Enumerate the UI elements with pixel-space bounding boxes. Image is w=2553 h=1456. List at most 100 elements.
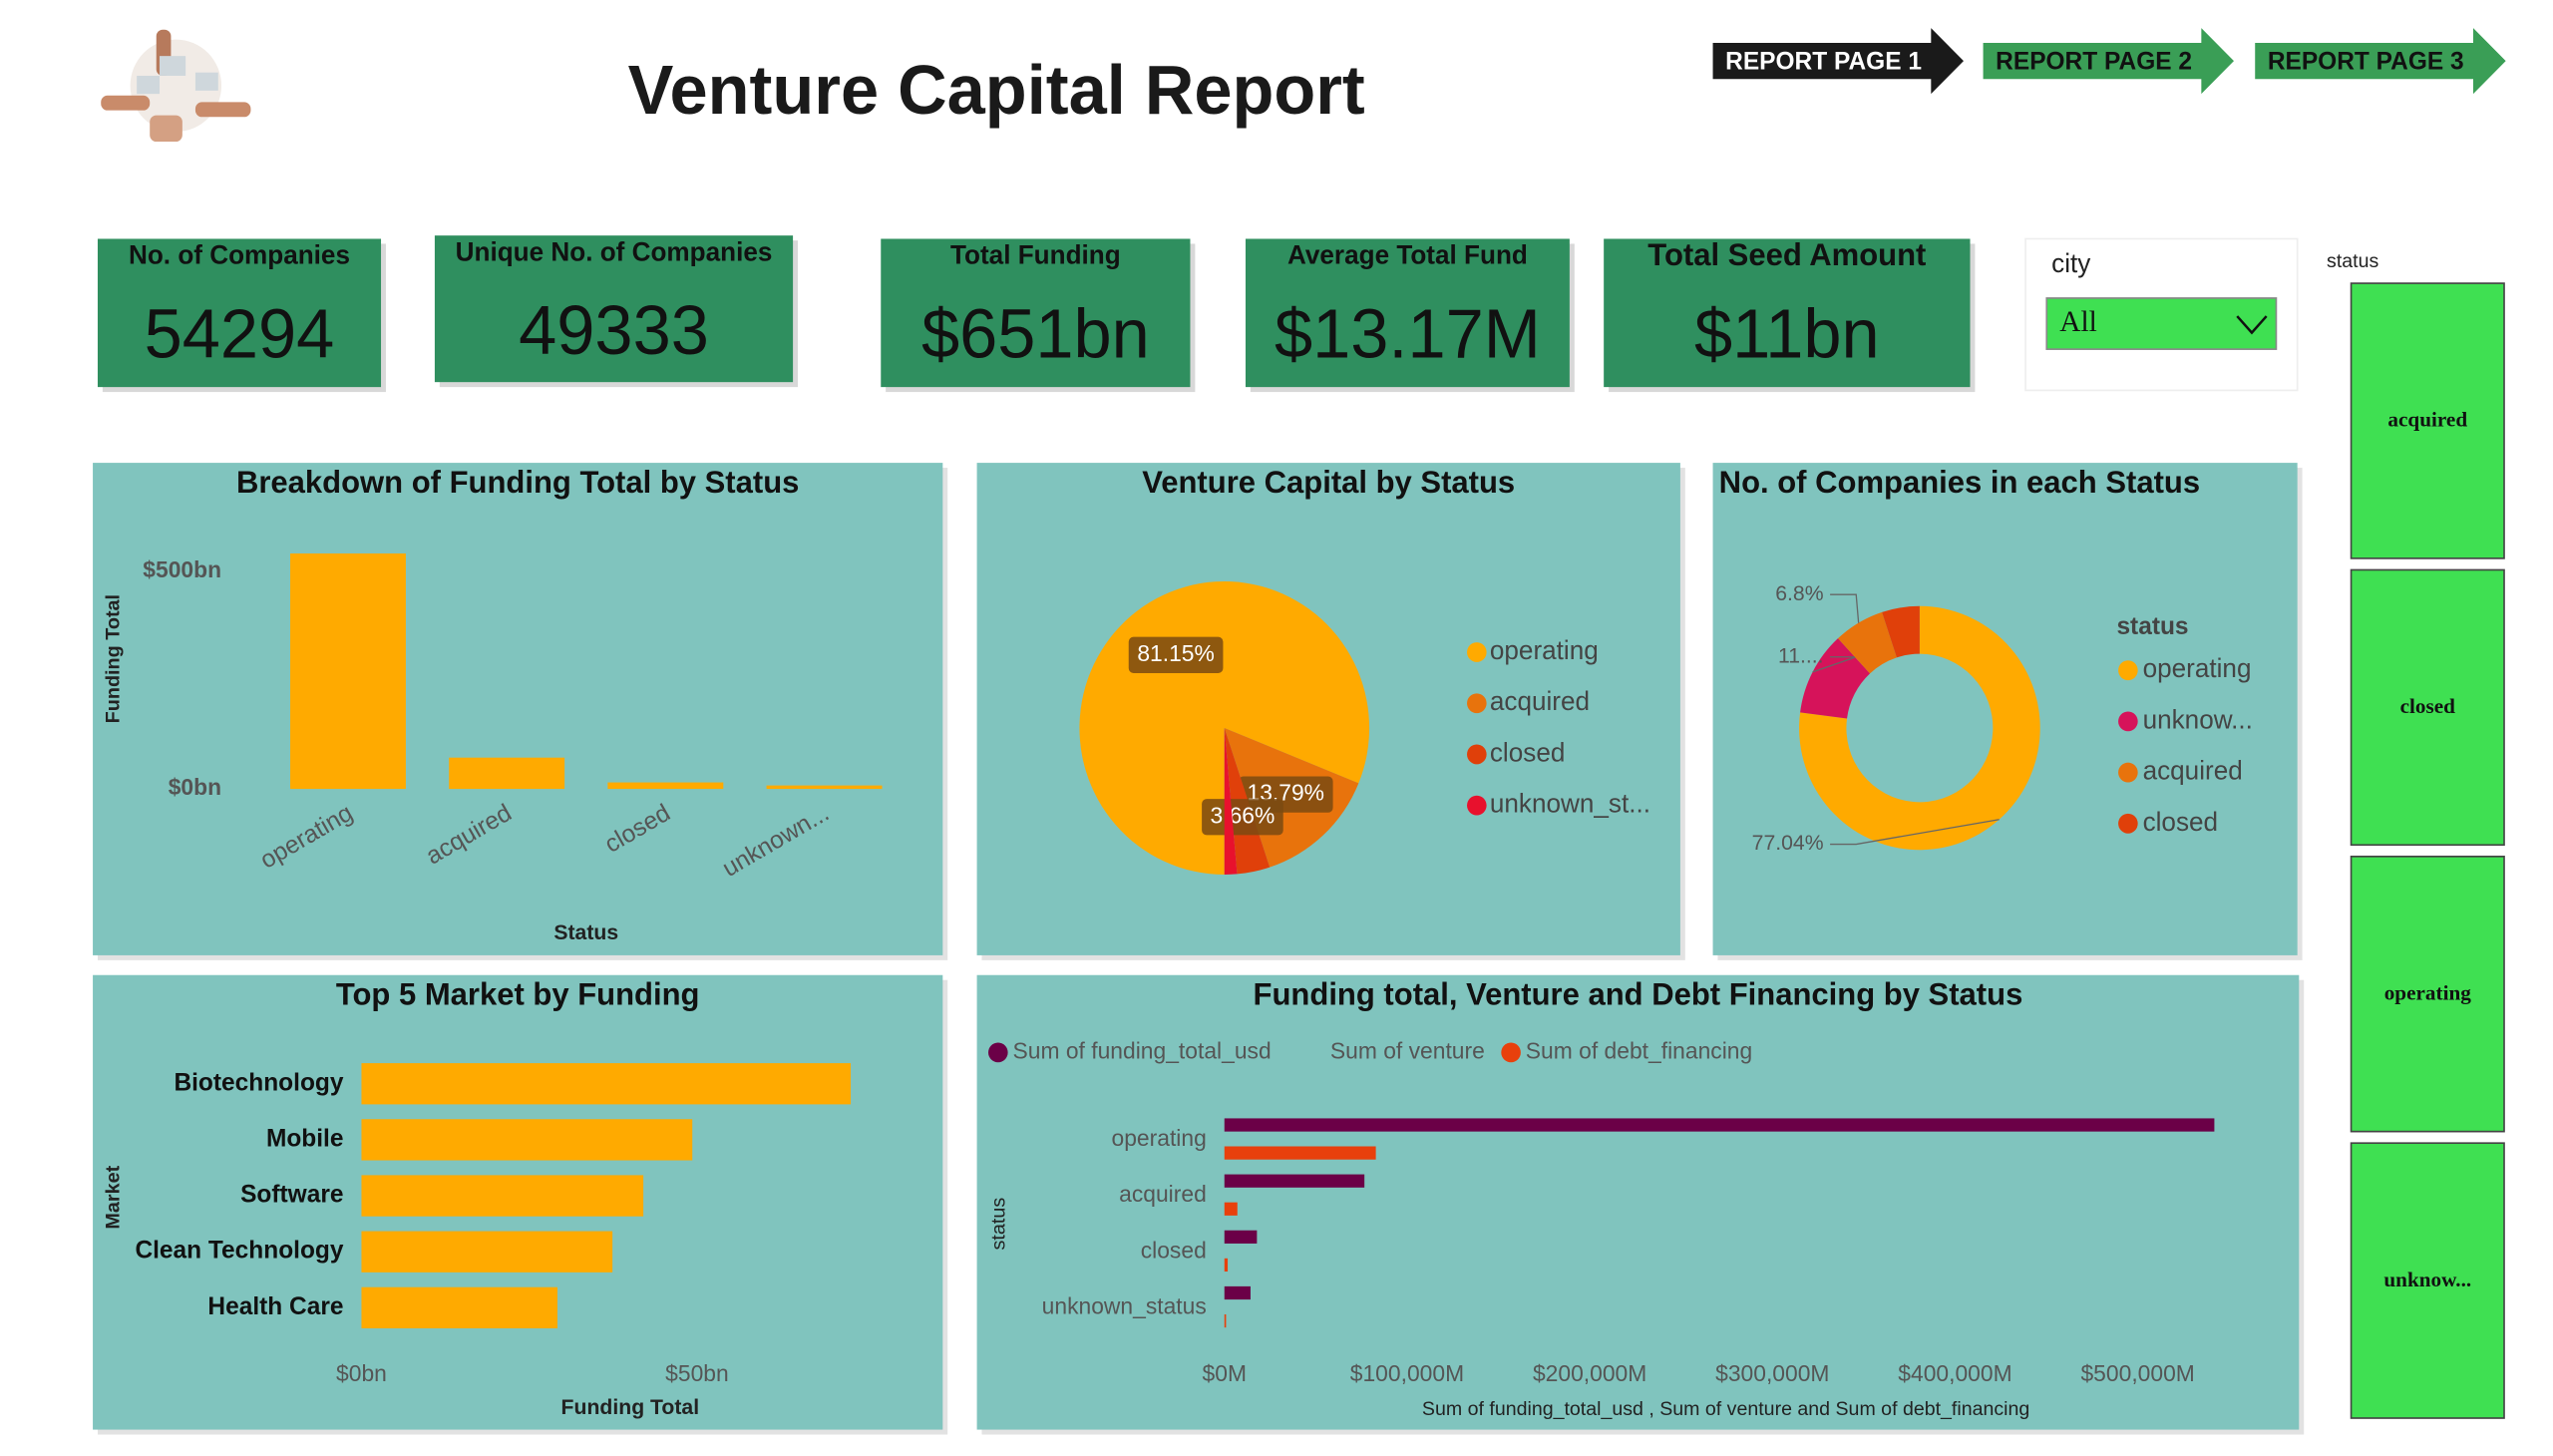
nav-arrow[interactable] [2255, 28, 2506, 95]
dropdown[interactable] [2045, 297, 2278, 350]
bar [361, 1063, 852, 1105]
kpi-card: No. of Companies 54294 [97, 238, 386, 393]
chart-title: No. of Companies in each Status [1719, 465, 2200, 500]
x-tick-label: $500,000M [2080, 1360, 2194, 1386]
legend-marker [1467, 693, 1487, 714]
dropdown-chevron [2236, 315, 2268, 335]
x-tick-label: $100,000M [1350, 1360, 1464, 1386]
legend-label: operating [1490, 635, 1599, 665]
kpi-label: Total Funding [950, 239, 1121, 269]
x-tick-label: $200,000M [1533, 1360, 1646, 1386]
slicer-title: status [2327, 250, 2378, 272]
y-tick-label: Health Care [207, 1293, 343, 1320]
panel-bg [93, 463, 943, 955]
data-label: 6.8% [1775, 581, 1823, 605]
pie-slice [1224, 728, 1238, 875]
nav-label[interactable]: REPORT PAGE 3 [2268, 48, 2464, 75]
donut-slice [1837, 611, 1897, 674]
legend-marker [1305, 1042, 1325, 1063]
legend-marker [1501, 1042, 1521, 1063]
legend-label: closed [1490, 737, 1565, 767]
y-axis-label: Market [103, 1165, 125, 1229]
bar [361, 1175, 644, 1217]
bar [449, 757, 565, 790]
y-tick-label: operating [1112, 1125, 1207, 1151]
bar [1224, 1174, 1365, 1188]
bar [361, 1286, 557, 1329]
y-tick-label: Software [240, 1181, 343, 1208]
legend-label: unknown_st... [1490, 788, 1650, 818]
nav-arrow[interactable] [1712, 28, 1964, 95]
bar [607, 782, 724, 790]
panel-bg [976, 974, 2300, 1430]
bar [1224, 1285, 1251, 1300]
bar [361, 1231, 613, 1273]
bar [1224, 1245, 1244, 1259]
legend-label: acquired [1490, 686, 1590, 716]
status-option-label[interactable]: operating [2384, 980, 2472, 1004]
kpi-box [1245, 238, 1570, 388]
kpi-label: Average Total Fund [1287, 239, 1528, 269]
bar [361, 1119, 693, 1161]
status-option-label[interactable]: closed [2400, 694, 2456, 718]
y-tick-label: unknown_status [1042, 1292, 1207, 1318]
nav-label[interactable]: REPORT PAGE 1 [1725, 48, 1922, 75]
kpi-value: 49333 [519, 292, 709, 369]
bar [290, 552, 406, 790]
status-option-label[interactable]: unknow... [2383, 1268, 2471, 1291]
leader-line [1830, 593, 1860, 623]
donut-slice [1882, 605, 1920, 658]
kpi-value: $651bn [921, 295, 1150, 372]
y-tick-label: $500bn [143, 556, 221, 582]
chart-panel: Breakdown of Funding Total by Status $0bn… [93, 463, 948, 960]
data-label-bg [1128, 636, 1224, 673]
city-slicer: city All [2024, 237, 2299, 392]
legend-title: status [2116, 613, 2188, 640]
slicer-title: city [2051, 248, 2091, 278]
legend-marker [2118, 660, 2138, 681]
data-label-bg [1202, 799, 1283, 836]
leader-line [1830, 819, 2000, 846]
y-axis-label: status [988, 1198, 1010, 1251]
nav-label[interactable]: REPORT PAGE 2 [1996, 48, 2192, 75]
status-option[interactable] [2350, 282, 2505, 559]
legend-marker [2118, 711, 2138, 732]
dropdown-value[interactable]: All [2059, 306, 2097, 338]
nav-button: REPORT PAGE 3 [2255, 28, 2506, 95]
bar [1224, 1146, 1376, 1160]
status-option[interactable] [2350, 1142, 2505, 1419]
x-axis-label: Sum of funding_total_usd , Sum of ventur… [1422, 1398, 2029, 1420]
chart-title: Breakdown of Funding Total by Status [236, 465, 799, 500]
kpi-value: $13.17M [1275, 295, 1541, 372]
data-label: 11.... [1778, 643, 1824, 667]
legend-label: Sum of debt_financing [1526, 1037, 1752, 1063]
kpi-value: $11bn [1694, 295, 1880, 372]
y-tick-label: Mobile [266, 1125, 344, 1152]
data-label: 77.04% [1752, 831, 1824, 855]
bar [1224, 1133, 1828, 1147]
kpi-box [1604, 238, 1971, 388]
kpi-label: Unique No. of Companies [456, 236, 773, 266]
legend-marker [2118, 762, 2138, 783]
x-tick-label: $0M [1203, 1360, 1247, 1386]
y-tick-label: $0bn [169, 774, 221, 800]
legend-label: closed [2143, 807, 2218, 837]
status-option[interactable] [2350, 855, 2505, 1133]
y-tick-label: closed [1141, 1237, 1207, 1263]
bar [1224, 1230, 1258, 1244]
kpi-box [97, 238, 382, 388]
chart-panel: Top 5 Market by Funding Biotechnology Mobi… [93, 974, 948, 1435]
kpi-card: Total Funding $651bn [881, 238, 1196, 393]
nav-button: REPORT PAGE 1 [1712, 28, 1964, 95]
kpi-value: 54294 [145, 295, 335, 372]
kpi-card: Unique No. of Companies 49333 [434, 235, 798, 388]
bar [1224, 1300, 1234, 1314]
legend-marker [1467, 744, 1487, 765]
nav-arrow[interactable] [1983, 28, 2234, 95]
x-tick-label: $300,000M [1715, 1360, 1829, 1386]
chart-title: Venture Capital by Status [1142, 465, 1515, 500]
status-option-label[interactable]: acquired [2387, 408, 2467, 432]
bar [1224, 1313, 1227, 1328]
status-option[interactable] [2350, 568, 2505, 847]
